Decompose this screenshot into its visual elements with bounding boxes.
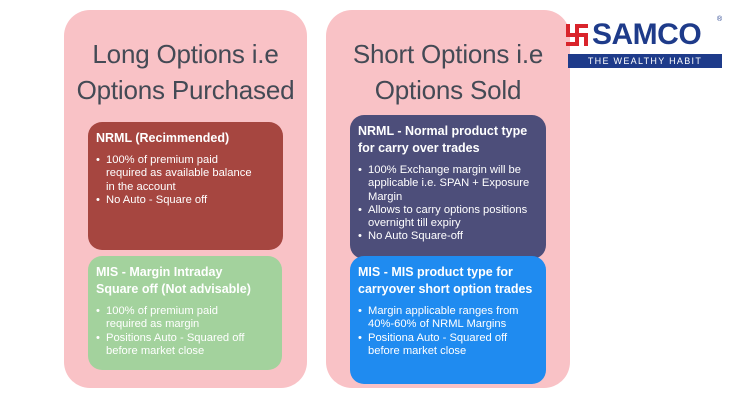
mis-short-card-title: MIS - MIS product type for carryover sho… — [358, 265, 533, 296]
mis-short-bullets: Margin applicable ranges from 40%-60% of… — [358, 305, 538, 358]
nrml-long-card-title: NRML (Recimmended) — [96, 131, 230, 145]
long-options-panel: Long Options i.e Options Purchased NRML … — [64, 10, 307, 388]
samco-logo: SAMCO ® THE WEALTHY HABIT — [554, 14, 726, 74]
short-options-panel: Short Options i.e Options Sold NRML - No… — [326, 10, 570, 388]
nrml-short-card-title: NRML - Normal product type for carry ove… — [358, 124, 528, 155]
nrml-long-bullets: 100% of premium paid required as availab… — [96, 154, 275, 207]
samco-swastik-icon — [566, 24, 588, 46]
bullet-item: 100% of premium paid required as availab… — [96, 154, 256, 194]
short-options-title-line1: Short Options i.e — [352, 39, 544, 69]
long-options-title-line1: Long Options i.e — [92, 39, 279, 69]
bullet-item: Allows to carry options positions overni… — [358, 204, 548, 231]
short-options-title-line2: Options Sold — [374, 75, 522, 105]
samco-wordmark: SAMCO — [592, 18, 702, 51]
long-options-title: Long Options i.e Options Purchased — [64, 36, 307, 108]
bullet-item: 100% Exchange margin will be applicable … — [358, 164, 538, 204]
bullet-item: Positiona Auto - Squared off before mark… — [358, 332, 533, 359]
bullet-item: Margin applicable ranges from 40%-60% of… — [358, 305, 538, 332]
samco-tagline: THE WEALTHY HABIT — [568, 54, 722, 68]
mis-long-card-title: MIS - Margin Intraday Square off (Not ad… — [96, 265, 251, 296]
mis-short-card: MIS - MIS product type for carryover sho… — [350, 256, 546, 384]
bullet-item: Positions Auto - Squared off before mark… — [96, 332, 266, 359]
bullet-item: 100% of premium paid required as margin — [96, 305, 246, 332]
long-options-title-line2: Options Purchased — [76, 75, 295, 105]
nrml-short-bullets: 100% Exchange margin will be applicable … — [358, 164, 538, 244]
nrml-short-card: NRML - Normal product type for carry ove… — [350, 115, 546, 259]
short-options-title: Short Options i.e Options Sold — [326, 36, 570, 108]
nrml-long-card: NRML (Recimmended) 100% of premium paid … — [88, 122, 283, 250]
bullet-item: No Auto - Square off — [96, 194, 275, 208]
bullet-item: No Auto Square-off — [358, 230, 538, 244]
registered-mark: ® — [717, 16, 723, 23]
mis-long-card: MIS - Margin Intraday Square off (Not ad… — [88, 256, 282, 370]
mis-long-bullets: 100% of premium paid required as margin … — [96, 305, 274, 358]
